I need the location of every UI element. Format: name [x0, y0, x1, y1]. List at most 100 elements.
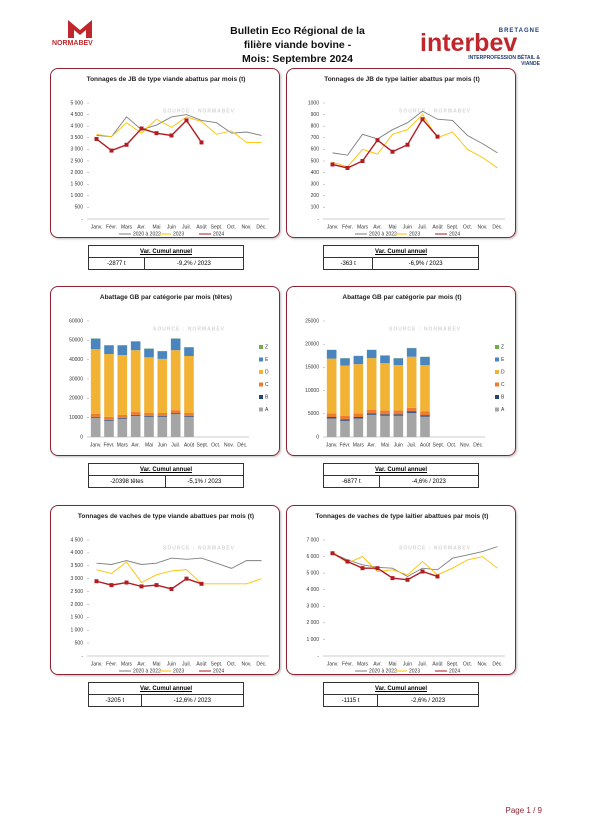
x-tick-label: Juin [403, 224, 412, 230]
legend-swatch [495, 357, 499, 362]
legend-label: E [265, 357, 269, 363]
marker [345, 559, 350, 564]
y-tick-label: 600 [311, 147, 320, 153]
summary-row: -363 t -6,9% / 2023 [322, 257, 479, 270]
bar-segment [130, 350, 141, 413]
bar-segment [393, 358, 404, 366]
bar-segment [104, 419, 114, 421]
legend-swatch [259, 345, 263, 349]
legend-label: A [501, 407, 505, 413]
y-tick-label: 30000 [69, 376, 83, 382]
summary-volume: -3205 t [88, 694, 142, 707]
bar-segment [366, 413, 377, 415]
x-tick-label: Sept. [447, 224, 459, 230]
bar-segment [117, 345, 128, 356]
y-tick-label: 3 000 [70, 576, 83, 582]
y-tick-label: 4 500 [70, 112, 83, 118]
watermark: SOURCE : NORMABEV [153, 326, 225, 332]
x-tick-label: Mars [357, 661, 369, 667]
x-tick-label: Mars [353, 442, 365, 448]
marker [405, 142, 410, 147]
chart-box: Tonnages de JB de type viande abattus pa… [50, 68, 280, 238]
bar-segment [366, 414, 377, 437]
summary-label: Var. Cumul annuel [88, 245, 244, 258]
x-tick-label: Déc. [237, 442, 247, 448]
legend-label: 2024 [449, 668, 460, 674]
bar-segment [353, 417, 364, 419]
x-tick-label: Févr. [103, 442, 114, 448]
y-tick-label: 1 500 [70, 182, 83, 188]
marker [390, 576, 395, 581]
y-tick-label: 500 [75, 640, 84, 646]
bar-segment [353, 364, 364, 414]
marker [169, 133, 174, 138]
legend-label: 2023 [173, 231, 184, 237]
y-tick-label: 2 500 [70, 589, 83, 595]
bar-segment [157, 416, 168, 437]
legend-label: 2023 [409, 668, 420, 674]
marker [435, 134, 440, 139]
y-tick-label: 5 000 [306, 570, 319, 576]
summary-row: -6877 t -4,6% / 2023 [323, 475, 480, 488]
y-tick-label: 10000 [69, 415, 83, 421]
y-tick-label: 5000 [308, 411, 319, 417]
x-tick-label: Oct. [211, 442, 220, 448]
bar-segment [406, 348, 417, 357]
y-tick-label: 1 000 [70, 193, 83, 199]
summary-header-row: Var. Cumul annuel [88, 682, 244, 695]
marker [405, 577, 410, 582]
summary-change: -6,9% / 2023 [372, 257, 479, 270]
bar-segment [353, 413, 364, 418]
series-line [332, 118, 439, 169]
x-tick-label: Mai [152, 661, 160, 667]
marker [109, 148, 114, 153]
marker [330, 551, 335, 556]
chart: SOURCE : NORMABEV - 1 000 2 000 3 000 4 000 5 … [306, 537, 505, 674]
brand: interbev [420, 29, 518, 57]
bar-segment [104, 416, 114, 420]
x-tick-label: Déc. [256, 661, 266, 667]
bar-segment [366, 350, 377, 359]
y-tick-label: 6 000 [306, 554, 319, 560]
y-tick-label: 7 000 [306, 537, 319, 543]
bar-segment [326, 418, 337, 437]
summary-label: Var. Cumul annuel [88, 682, 244, 695]
y-tick-label: 900 [311, 112, 320, 118]
legend-label: 2020 à 2022 [133, 668, 161, 674]
summary-table: Var. Cumul annuel -2877 t -9,2% / 2023 [88, 245, 245, 270]
x-tick-label: Juin [167, 661, 176, 667]
x-tick-label: Févr. [342, 224, 353, 230]
legend-label: C [501, 382, 505, 388]
bar-segment [130, 412, 141, 415]
y-tick-label: 1 000 [306, 637, 319, 643]
normabev-logo: NORMABEV [52, 40, 93, 47]
summary-change: -4,6% / 2023 [378, 475, 480, 488]
x-tick-label: Déc. [473, 442, 483, 448]
marker [184, 576, 189, 581]
bar-segment [326, 350, 337, 359]
x-tick-label: Janv. [90, 442, 102, 448]
legend-label: 2020 à 2022 [133, 231, 161, 237]
x-tick-label: Mai [388, 224, 396, 230]
x-tick-label: Mars [117, 442, 129, 448]
x-tick-label: Mai [388, 661, 396, 667]
chart: SOURCE : NORMABEV - 500 1 000 1 500 2 000 2 50… [70, 100, 269, 237]
bar-segment [90, 417, 101, 437]
summary-header-row: Var. Cumul annuel [88, 245, 244, 258]
bar-segment [170, 413, 181, 414]
chart-box: Abattage GB par catégorie par mois (tête… [50, 286, 280, 456]
y-tick-label: 1 000 [70, 628, 83, 634]
x-tick-label: Juil. [407, 442, 416, 448]
x-tick-label: Nov. [460, 442, 470, 448]
x-tick-label: Avr. [137, 661, 146, 667]
y-tick-label: 1000 [308, 100, 319, 106]
bar-segment [90, 338, 101, 350]
legend-label: 2024 [213, 668, 224, 674]
y-tick-label: 60000 [69, 318, 83, 324]
x-tick-label: Août [196, 661, 207, 667]
chart-box: Tonnages de JB de type laitier abattus p… [286, 68, 516, 238]
summary-label: Var. Cumul annuel [323, 463, 479, 476]
y-tick-label: 2 000 [70, 170, 83, 176]
interbev-logo: BRETAGNE interbev INTERPROFESSION BÉTAIL… [418, 22, 542, 67]
x-tick-label: Déc. [492, 224, 502, 230]
